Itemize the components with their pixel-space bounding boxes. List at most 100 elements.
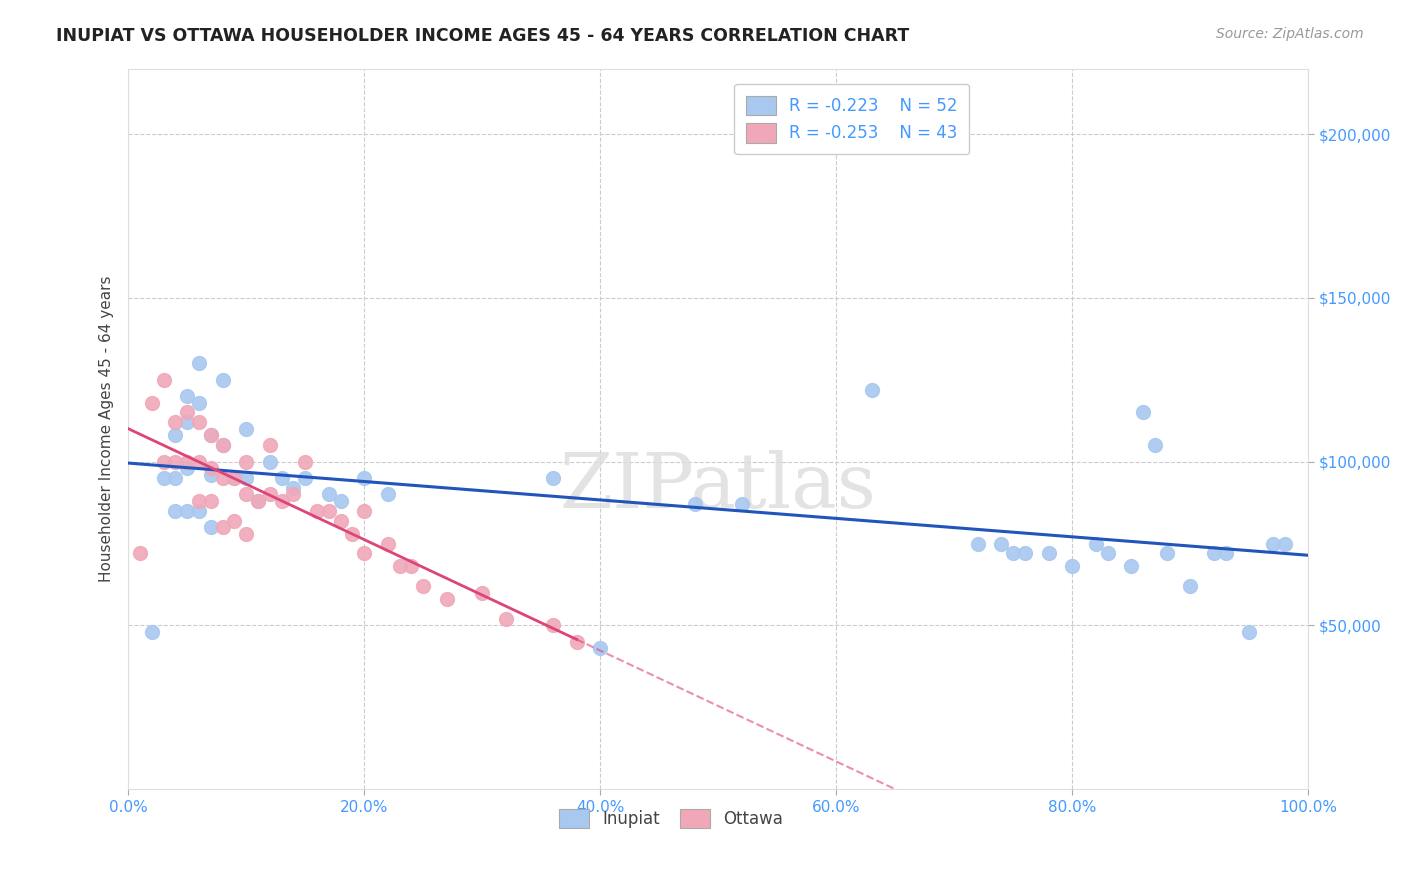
Point xyxy=(342,526,364,541)
Point xyxy=(211,373,233,387)
Point xyxy=(471,585,494,599)
Point xyxy=(1132,405,1154,419)
Point xyxy=(990,536,1012,550)
Point xyxy=(211,438,233,452)
Point xyxy=(200,467,222,482)
Point xyxy=(860,383,883,397)
Point xyxy=(211,438,233,452)
Point xyxy=(165,455,187,469)
Point xyxy=(247,494,270,508)
Point xyxy=(211,520,233,534)
Point xyxy=(966,536,988,550)
Point xyxy=(541,618,564,632)
Point xyxy=(329,514,352,528)
Point xyxy=(283,481,305,495)
Point xyxy=(188,455,211,469)
Point xyxy=(224,471,246,485)
Point xyxy=(318,487,340,501)
Point xyxy=(1261,536,1284,550)
Point xyxy=(235,455,257,469)
Point xyxy=(353,504,375,518)
Point xyxy=(1121,559,1143,574)
Point xyxy=(495,612,517,626)
Point xyxy=(141,624,163,639)
Text: ZIPatlas: ZIPatlas xyxy=(560,450,877,524)
Point xyxy=(152,455,174,469)
Point xyxy=(1084,536,1107,550)
Point xyxy=(1097,546,1119,560)
Point xyxy=(329,494,352,508)
Text: INUPIAT VS OTTAWA HOUSEHOLDER INCOME AGES 45 - 64 YEARS CORRELATION CHART: INUPIAT VS OTTAWA HOUSEHOLDER INCOME AGE… xyxy=(56,27,910,45)
Y-axis label: Householder Income Ages 45 - 64 years: Householder Income Ages 45 - 64 years xyxy=(100,276,114,582)
Point xyxy=(294,455,316,469)
Point xyxy=(211,471,233,485)
Point xyxy=(270,471,292,485)
Point xyxy=(1014,546,1036,560)
Point xyxy=(270,494,292,508)
Point xyxy=(200,461,222,475)
Point xyxy=(188,504,211,518)
Point xyxy=(305,504,328,518)
Point xyxy=(235,487,257,501)
Point xyxy=(294,471,316,485)
Point xyxy=(176,405,198,419)
Point xyxy=(283,487,305,501)
Point xyxy=(412,579,434,593)
Point xyxy=(188,356,211,370)
Point xyxy=(247,494,270,508)
Point xyxy=(565,635,588,649)
Point xyxy=(176,461,198,475)
Point xyxy=(176,504,198,518)
Legend: Inupiat, Ottawa: Inupiat, Ottawa xyxy=(553,803,790,835)
Point xyxy=(683,497,706,511)
Point xyxy=(200,428,222,442)
Point xyxy=(188,395,211,409)
Point xyxy=(1002,546,1025,560)
Point xyxy=(141,395,163,409)
Point xyxy=(165,415,187,429)
Point xyxy=(318,504,340,518)
Point xyxy=(259,438,281,452)
Point xyxy=(541,471,564,485)
Point xyxy=(152,373,174,387)
Point xyxy=(235,471,257,485)
Point xyxy=(1143,438,1166,452)
Point xyxy=(1038,546,1060,560)
Point xyxy=(388,559,411,574)
Point xyxy=(165,428,187,442)
Point xyxy=(259,487,281,501)
Point xyxy=(401,559,423,574)
Point xyxy=(152,471,174,485)
Point xyxy=(353,546,375,560)
Point xyxy=(200,494,222,508)
Point xyxy=(129,546,152,560)
Point xyxy=(176,415,198,429)
Point xyxy=(353,471,375,485)
Point xyxy=(188,494,211,508)
Point xyxy=(259,455,281,469)
Point xyxy=(200,428,222,442)
Point xyxy=(224,514,246,528)
Point xyxy=(1274,536,1296,550)
Text: Source: ZipAtlas.com: Source: ZipAtlas.com xyxy=(1216,27,1364,41)
Point xyxy=(165,471,187,485)
Point xyxy=(165,504,187,518)
Point xyxy=(1180,579,1202,593)
Point xyxy=(1237,624,1260,639)
Point xyxy=(436,592,458,607)
Point xyxy=(176,455,198,469)
Point xyxy=(377,536,399,550)
Point xyxy=(377,487,399,501)
Point xyxy=(1202,546,1225,560)
Point xyxy=(224,471,246,485)
Point xyxy=(1062,559,1084,574)
Point xyxy=(1215,546,1237,560)
Point xyxy=(589,641,612,656)
Point xyxy=(1156,546,1178,560)
Point xyxy=(235,526,257,541)
Point xyxy=(200,520,222,534)
Point xyxy=(176,389,198,403)
Point xyxy=(188,415,211,429)
Point xyxy=(731,497,754,511)
Point xyxy=(235,422,257,436)
